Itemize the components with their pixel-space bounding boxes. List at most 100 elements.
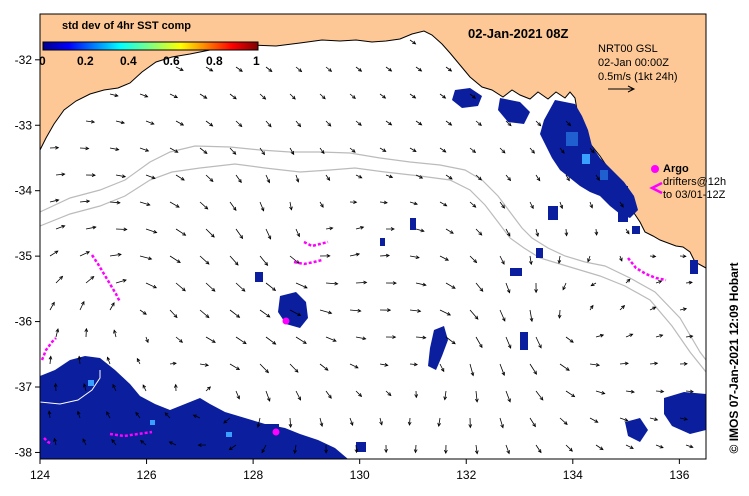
current-vector-head	[267, 123, 272, 128]
current-vector-head	[358, 174, 363, 179]
current-vector-head	[569, 339, 574, 343]
current-vector-head	[90, 275, 95, 280]
current-vector	[235, 390, 240, 399]
current-vector-head	[474, 450, 479, 455]
current-vector-head	[385, 253, 391, 258]
current-vector	[164, 412, 171, 419]
current-vector	[79, 251, 90, 257]
current-vector-head	[241, 287, 246, 292]
current-vector	[229, 93, 237, 100]
current-vector	[229, 255, 239, 266]
current-vector	[565, 336, 574, 343]
drifter-track-icon	[303, 240, 329, 248]
current-vector	[379, 417, 383, 425]
current-vector-head	[111, 438, 116, 444]
current-vector	[505, 444, 510, 454]
current-vector	[109, 201, 120, 204]
current-vector	[415, 282, 426, 286]
current-vector	[595, 228, 598, 236]
current-vector	[169, 147, 178, 153]
current-vector-head	[142, 311, 147, 315]
current-vector	[319, 201, 324, 208]
current-vector	[175, 66, 184, 71]
current-vector	[625, 278, 631, 284]
current-vector-head	[142, 384, 147, 389]
current-vector	[325, 336, 337, 342]
current-vector	[499, 201, 505, 209]
current-vector-head	[442, 148, 447, 153]
current-vector-head	[354, 449, 359, 454]
current-vector-head	[440, 368, 445, 373]
current-vector-head	[412, 94, 417, 99]
current-vector	[349, 93, 356, 99]
current-vector	[559, 201, 563, 209]
current-vector-head	[443, 449, 448, 455]
current-vector-head	[324, 449, 328, 454]
current-vector-head	[501, 317, 506, 322]
current-vector	[295, 390, 301, 401]
current-vector-head	[360, 225, 365, 230]
x-tick-label: 124	[30, 468, 50, 482]
current-vector	[265, 174, 270, 183]
current-vector	[319, 309, 332, 314]
isobath-outer	[40, 145, 706, 361]
current-vector	[499, 255, 505, 265]
current-vector	[49, 356, 52, 365]
map-title: 02-Jan-2021 08Z	[468, 26, 569, 41]
current-vector-head	[180, 176, 185, 181]
current-vector-head	[90, 119, 96, 124]
current-vector	[589, 147, 595, 154]
current-vector-head	[390, 227, 395, 231]
current-vector-head	[471, 94, 477, 99]
current-vector-head	[422, 335, 427, 340]
current-vector	[113, 330, 117, 338]
current-vector	[235, 174, 242, 183]
current-vector	[55, 225, 65, 230]
current-vector-head	[172, 361, 177, 366]
current-vector-head	[479, 287, 484, 292]
current-vector	[175, 282, 186, 292]
current-vector-head	[236, 395, 240, 400]
current-vector-head	[117, 252, 122, 257]
current-vector-head	[238, 178, 242, 184]
current-vector	[505, 228, 511, 237]
current-vector	[55, 173, 65, 176]
current-vector	[169, 201, 180, 208]
current-vector	[139, 93, 148, 98]
current-vector-head	[388, 121, 393, 126]
current-vector	[175, 120, 184, 126]
current-vector-head	[91, 173, 96, 177]
current-vector	[355, 120, 362, 126]
credit-text: © IMOS 07-Jan-2021 12:09 Hobart	[727, 262, 741, 454]
current-vector-head	[557, 314, 562, 319]
current-vector	[379, 147, 386, 152]
current-vector-head	[413, 201, 418, 206]
current-vector-head	[652, 306, 657, 311]
colorbar-tick: 0	[39, 54, 46, 68]
current-vector-head	[659, 334, 664, 338]
current-vector	[145, 336, 149, 343]
current-vector-head	[334, 281, 339, 286]
current-vector-head	[654, 417, 659, 422]
current-info-line2: 02-Jan 00:00Z	[598, 57, 669, 69]
current-vector	[289, 93, 296, 100]
current-vector-head	[415, 255, 420, 259]
current-vector-head	[297, 396, 301, 401]
current-vector-head	[320, 150, 325, 155]
current-vector-head	[422, 282, 427, 287]
current-vector-head	[242, 340, 247, 345]
current-vector	[589, 363, 600, 366]
current-vector-head	[53, 437, 57, 442]
current-vector-head	[328, 310, 333, 315]
current-vector-head	[383, 200, 388, 205]
current-vector-head	[211, 339, 216, 343]
current-vector-head	[260, 207, 265, 212]
current-vector-head	[477, 122, 482, 126]
current-vector-head	[205, 314, 210, 319]
x-tick-label: 136	[669, 468, 689, 482]
current-vector	[259, 147, 265, 155]
current-vector	[135, 412, 141, 419]
current-vector	[559, 147, 565, 154]
current-vector-head	[176, 259, 181, 263]
current-vector	[385, 390, 392, 396]
